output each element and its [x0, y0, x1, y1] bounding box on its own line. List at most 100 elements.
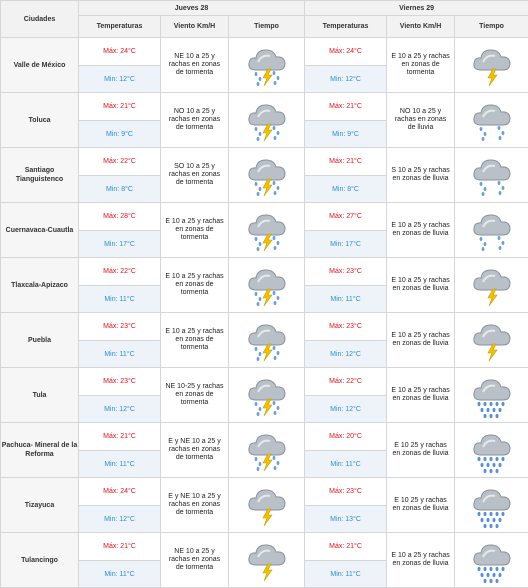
- weather-cell: [455, 258, 528, 313]
- heavy-rain-icon: [455, 480, 528, 530]
- storm-icon: [455, 315, 528, 365]
- max-temp: Máx: 23°C: [79, 313, 161, 341]
- min-temp: Min: 12°C: [305, 66, 387, 93]
- day-header-2: Viernes 29: [305, 1, 528, 16]
- city-name: Cuernavaca-Cuautla: [1, 203, 79, 258]
- max-temp: Máx: 23°C: [305, 478, 387, 506]
- min-temp: Min: 17°C: [79, 231, 161, 258]
- wind-description: E 10 a 25 y rachas en zonas de tormenta: [161, 313, 229, 368]
- wind-description: E y NE 10 a 25 y rachas en zonas de torm…: [161, 423, 229, 478]
- max-temp: Máx: 22°C: [79, 258, 161, 286]
- max-temp: Máx: 27°C: [305, 203, 387, 231]
- storm-rain-icon: [229, 315, 304, 365]
- max-temp: Máx: 24°C: [79, 38, 161, 66]
- storm-icon: [229, 480, 304, 530]
- storm-icon: [455, 260, 528, 310]
- temp-header: Temperaturas: [79, 16, 161, 38]
- storm-rain-icon: [229, 260, 304, 310]
- wind-description: E 10 a 25 y rachas en zonas de lluvia: [387, 533, 455, 588]
- min-temp: Min: 11°C: [305, 561, 387, 588]
- storm-rain-icon: [229, 205, 304, 255]
- max-temp: Máx: 23°C: [305, 258, 387, 286]
- min-temp: Min: 12°C: [79, 506, 161, 533]
- wind-description: E 10 25 y rachas en zonas de lluvia: [387, 423, 455, 478]
- weather-cell: [229, 368, 305, 423]
- max-temp: Máx: 21°C: [79, 533, 161, 561]
- min-temp: Min: 12°C: [79, 66, 161, 93]
- wind-description: NE 10-25 y rachas en zonas de tormenta: [161, 368, 229, 423]
- weather-cell: [229, 313, 305, 368]
- wind-description: NO 10 a 25 y rachas en zonas de tormenta: [161, 93, 229, 148]
- weather-cell: [455, 38, 528, 93]
- city-name: Santiago Tianguistenco: [1, 148, 79, 203]
- min-temp: Min: 12°C: [305, 341, 387, 368]
- city-name: Tlaxcala-Apizaco: [1, 258, 79, 313]
- weather-cell: [455, 203, 528, 258]
- weather-cell: [455, 368, 528, 423]
- min-temp: Min: 9°C: [79, 121, 161, 148]
- weather-cell: [455, 148, 528, 203]
- max-temp: Máx: 24°C: [305, 38, 387, 66]
- heavy-rain-icon: [455, 425, 528, 475]
- rain-icon: [455, 205, 528, 255]
- max-temp: Máx: 23°C: [305, 313, 387, 341]
- storm-icon: [229, 535, 304, 585]
- min-temp: Min: 12°C: [305, 396, 387, 423]
- wind-description: E 10 a 25 y rachas en zonas de tormenta: [387, 38, 455, 93]
- weather-cell: [229, 258, 305, 313]
- max-temp: Máx: 21°C: [79, 93, 161, 121]
- storm-rain-icon: [229, 425, 304, 475]
- storm-rain-icon: [229, 150, 304, 200]
- rain-icon: [455, 95, 528, 145]
- weather-cell: [229, 203, 305, 258]
- max-temp: Máx: 21°C: [305, 93, 387, 121]
- min-temp: Min: 11°C: [79, 286, 161, 313]
- storm-rain-icon: [229, 40, 304, 90]
- heavy-rain-icon: [455, 535, 528, 585]
- wind-description: E 10 a 25 y rachas en zonas de tormenta: [161, 258, 229, 313]
- city-name: Tulancingo: [1, 533, 79, 588]
- max-temp: Máx: 21°C: [79, 423, 161, 451]
- weather-cell: [229, 533, 305, 588]
- weather-cell: [229, 148, 305, 203]
- weather-cell: [455, 313, 528, 368]
- wind-header: Viento Km/H: [161, 16, 229, 38]
- max-temp: Máx: 21°C: [305, 148, 387, 176]
- min-temp: Min: 17°C: [305, 231, 387, 258]
- city-name: Tula: [1, 368, 79, 423]
- storm-icon: [455, 40, 528, 90]
- city-name: Valle de México: [1, 38, 79, 93]
- temp-header: Temperaturas: [305, 16, 387, 38]
- max-temp: Máx: 28°C: [79, 203, 161, 231]
- city-name: Tizayuca: [1, 478, 79, 533]
- storm-rain-icon: [229, 370, 304, 420]
- wind-description: E 10 a 25 y rachas en zonas de lluvia: [387, 313, 455, 368]
- rain-icon: [455, 150, 528, 200]
- day-header-1: Jueves 28: [79, 1, 305, 16]
- wind-description: E 10 a 25 y rachas en zonas de lluvia: [387, 258, 455, 313]
- wind-description: E 10 a 25 y rachas en zonas de lluvia: [387, 203, 455, 258]
- heavy-rain-icon: [455, 370, 528, 420]
- min-temp: Min: 11°C: [79, 451, 161, 478]
- weather-cell: [455, 423, 528, 478]
- weather-header: Tiempo: [455, 16, 528, 38]
- wind-description: E 10 a 25 y rachas en zonas de lluvia: [387, 368, 455, 423]
- max-temp: Máx: 24°C: [79, 478, 161, 506]
- max-temp: Máx: 22°C: [305, 368, 387, 396]
- min-temp: Min: 12°C: [79, 396, 161, 423]
- table-header: Ciudades Jueves 28 Viernes 29 Temperatur…: [1, 1, 528, 38]
- city-name: Puebla: [1, 313, 79, 368]
- cities-header: Ciudades: [1, 1, 79, 38]
- weather-cell: [229, 423, 305, 478]
- min-temp: Min: 11°C: [305, 286, 387, 313]
